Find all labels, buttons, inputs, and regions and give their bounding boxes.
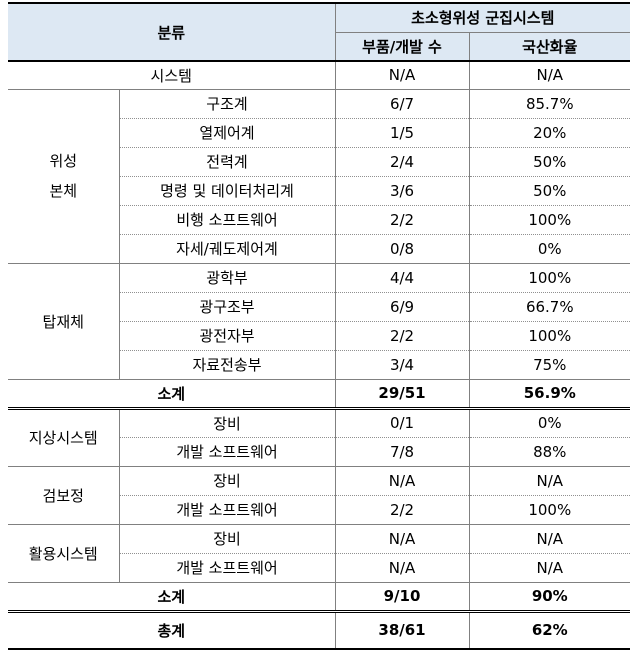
item-label: 명령 및 데이터처리계 <box>118 176 336 206</box>
item-count: N/A <box>334 553 470 583</box>
table-row: 시스템 N/A N/A <box>8 61 631 90</box>
item-label: 열제어계 <box>118 118 336 148</box>
item-rate: 100% <box>468 321 631 351</box>
item-label: 광전자부 <box>118 321 336 351</box>
subtotal-rate: 56.9% <box>468 379 631 410</box>
item-label: 장비 <box>118 466 336 496</box>
item-rate: N/A <box>468 524 631 554</box>
row-rate: N/A <box>468 61 631 90</box>
item-label: 전력계 <box>118 147 336 177</box>
item-rate: N/A <box>468 553 631 583</box>
header-row-2: 부품/개발 수 국산화율 <box>8 32 631 62</box>
item-rate: 20% <box>468 118 631 148</box>
group-label-utilization: 활용시스템 <box>8 524 120 583</box>
subtotal-count: 9/10 <box>334 582 470 613</box>
table-row: 명령 및 데이터처리계 3/6 50% <box>8 176 631 206</box>
subtotal-count: 29/51 <box>334 379 470 410</box>
table-row: 개발 소프트웨어 7/8 88% <box>8 437 631 467</box>
item-label: 개발 소프트웨어 <box>118 553 336 583</box>
item-count: 0/1 <box>334 408 470 438</box>
table-row: 자료전송부 3/4 75% <box>8 350 631 380</box>
item-rate: 0% <box>468 234 631 264</box>
table-row: 비행 소프트웨어 2/2 100% <box>8 205 631 235</box>
item-rate: N/A <box>468 466 631 496</box>
total-rate: 62% <box>468 611 631 650</box>
item-label: 자세/궤도제어계 <box>118 234 336 264</box>
item-count: 4/4 <box>334 263 470 293</box>
table-row: 광전자부 2/2 100% <box>8 321 631 351</box>
header-satellite-system: 초소형위성 군집시스템 <box>334 2 631 33</box>
group-label-ground-system: 지상시스템 <box>8 408 120 467</box>
item-rate: 100% <box>468 205 631 235</box>
item-count: 2/4 <box>334 147 470 177</box>
item-label: 광구조부 <box>118 292 336 322</box>
item-count: 2/2 <box>334 205 470 235</box>
item-count: N/A <box>334 466 470 496</box>
item-count: N/A <box>334 524 470 554</box>
item-label: 광학부 <box>118 263 336 293</box>
item-rate: 50% <box>468 176 631 206</box>
item-count: 3/6 <box>334 176 470 206</box>
item-count: 1/5 <box>334 118 470 148</box>
group-label-satellite-body: 위성 본체 <box>8 89 120 264</box>
table-row: 광구조부 6/9 66.7% <box>8 292 631 322</box>
subtotal-row: 소계 29/51 56.9% <box>8 379 631 410</box>
item-count: 6/9 <box>334 292 470 322</box>
table-row: 개발 소프트웨어 N/A N/A <box>8 553 631 583</box>
item-label: 개발 소프트웨어 <box>118 437 336 467</box>
group-label-calibration: 검보정 <box>8 466 120 525</box>
item-count: 6/7 <box>334 89 470 119</box>
table-row: 자세/궤도제어계 0/8 0% <box>8 234 631 264</box>
item-rate: 100% <box>468 495 631 525</box>
item-count: 2/2 <box>334 495 470 525</box>
item-rate: 50% <box>468 147 631 177</box>
row-count: N/A <box>334 61 470 90</box>
header-row-1: 분류 초소형위성 군집시스템 <box>8 2 631 62</box>
item-rate: 85.7% <box>468 89 631 119</box>
item-count: 2/2 <box>334 321 470 351</box>
item-label: 장비 <box>118 524 336 554</box>
subtotal-rate: 90% <box>468 582 631 613</box>
item-rate: 66.7% <box>468 292 631 322</box>
table-row: 탑재체 광학부 4/4 100% <box>8 263 631 380</box>
table-row: 검보정 장비 N/A N/A <box>8 466 631 525</box>
item-count: 7/8 <box>334 437 470 467</box>
item-label: 개발 소프트웨어 <box>118 495 336 525</box>
item-rate: 88% <box>468 437 631 467</box>
item-label: 구조계 <box>118 89 336 119</box>
item-rate: 75% <box>468 350 631 380</box>
table-row: 활용시스템 장비 N/A N/A <box>8 524 631 583</box>
total-label: 총계 <box>8 611 336 650</box>
subtotal-row: 소계 9/10 90% <box>8 582 631 613</box>
group-label-payload: 탑재체 <box>8 263 120 380</box>
table-row: 열제어계 1/5 20% <box>8 118 631 148</box>
item-label: 자료전송부 <box>118 350 336 380</box>
subtotal-label: 소계 <box>8 379 336 410</box>
localization-table: 분류 초소형위성 군집시스템 부품/개발 수 국산화율 시스템 N/A N/A … <box>8 2 631 650</box>
total-count: 38/61 <box>334 611 470 650</box>
subtotal-label: 소계 <box>8 582 336 613</box>
header-parts-dev-count: 부품/개발 수 <box>334 32 470 62</box>
header-localization-rate: 국산화율 <box>468 32 631 62</box>
item-rate: 100% <box>468 263 631 293</box>
item-label: 장비 <box>118 408 336 438</box>
total-row: 총계 38/61 62% <box>8 611 631 650</box>
header-category: 분류 <box>8 2 336 62</box>
item-count: 3/4 <box>334 350 470 380</box>
item-count: 0/8 <box>334 234 470 264</box>
table-row: 위성 본체 구조계 6/7 85.7% <box>8 89 631 264</box>
item-rate: 0% <box>468 408 631 438</box>
table-row: 개발 소프트웨어 2/2 100% <box>8 495 631 525</box>
table-row: 전력계 2/4 50% <box>8 147 631 177</box>
table-row: 지상시스템 장비 0/1 0% <box>8 408 631 467</box>
item-label: 비행 소프트웨어 <box>118 205 336 235</box>
row-label: 시스템 <box>8 61 336 90</box>
